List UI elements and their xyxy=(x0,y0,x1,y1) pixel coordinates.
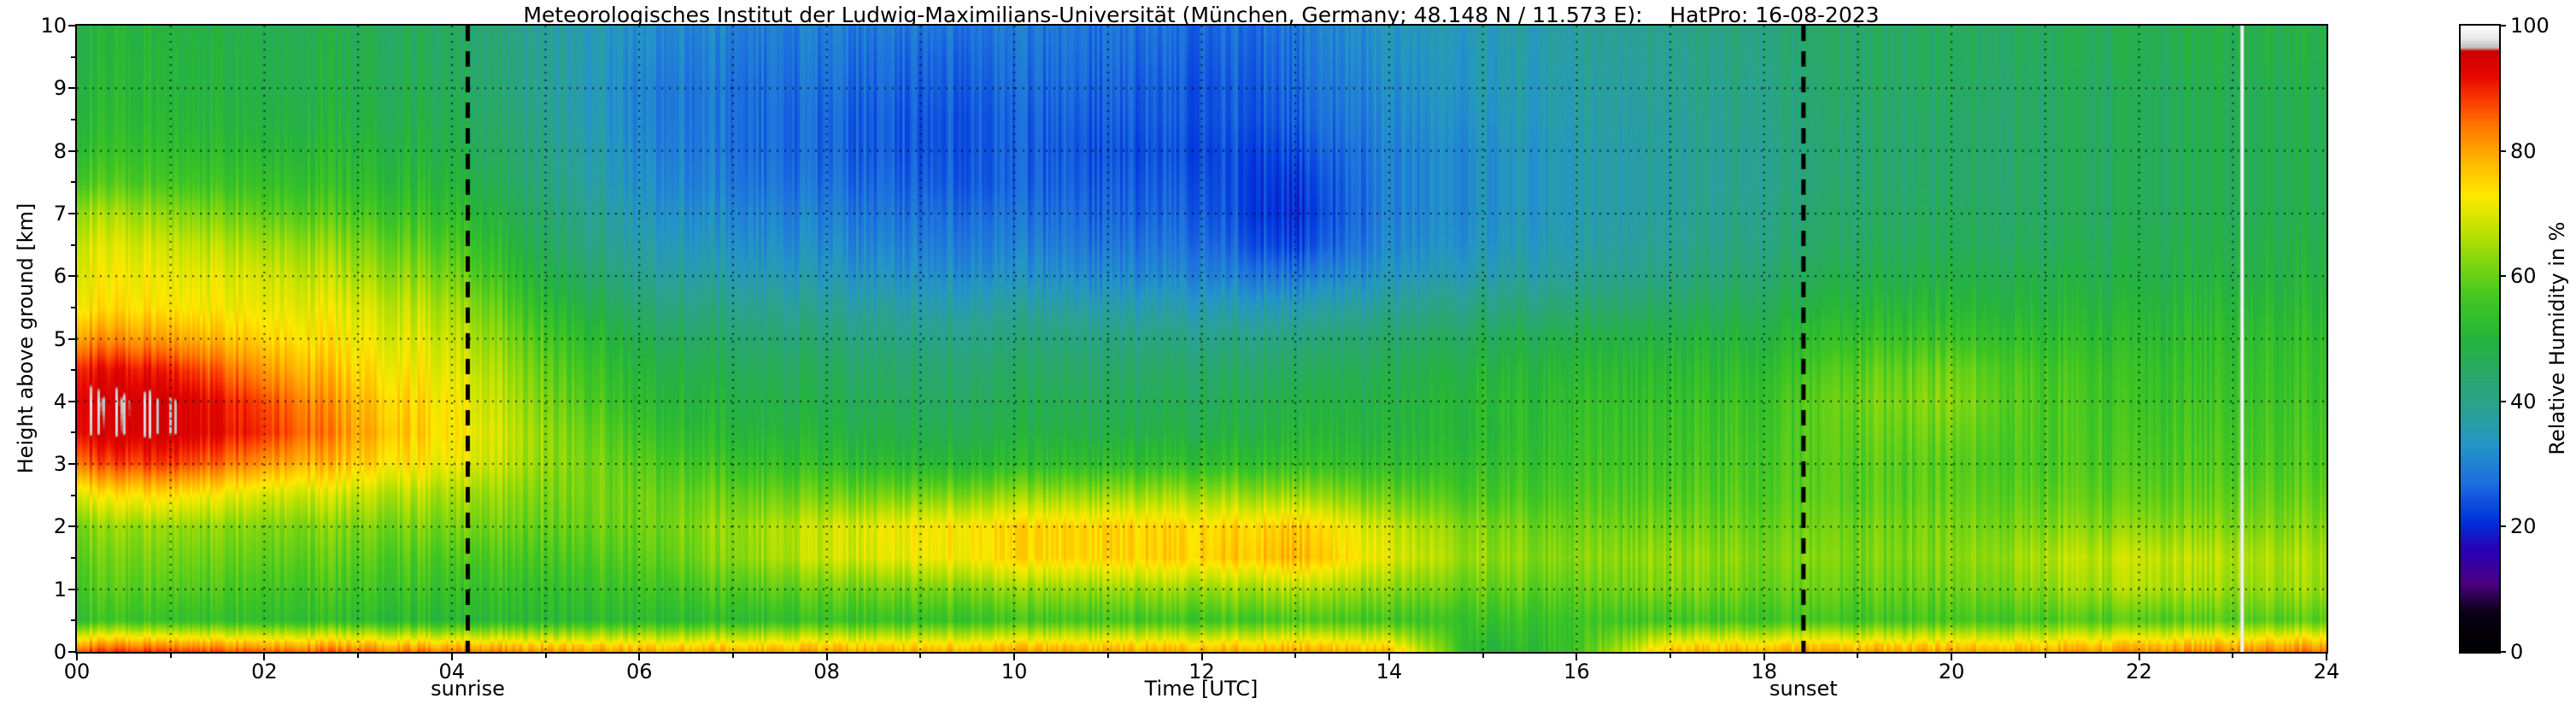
y-tick-mark xyxy=(68,588,75,590)
x-tick-label: 12 xyxy=(1188,660,1215,683)
x-tick-mark xyxy=(1763,654,1765,660)
x-minor-tick-mark xyxy=(2232,654,2234,658)
x-tick-mark xyxy=(825,654,828,660)
y-tick-mark xyxy=(68,212,75,214)
x-minor-tick-mark xyxy=(357,654,360,658)
x-minor-tick-mark xyxy=(169,654,172,658)
x-minor-tick-mark xyxy=(1294,654,1297,658)
y-minor-tick-mark xyxy=(71,619,75,622)
x-tick-mark xyxy=(1576,654,1578,660)
y-tick-label: 7 xyxy=(53,201,67,226)
x-tick-label: 16 xyxy=(1564,660,1590,683)
y-tick-label: 8 xyxy=(53,138,67,163)
y-tick-label: 6 xyxy=(53,264,67,289)
y-tick-label: 1 xyxy=(53,577,67,601)
x-tick-label: 00 xyxy=(63,660,91,683)
colorbar-tick-mark xyxy=(2501,651,2506,653)
x-minor-tick-mark xyxy=(731,654,734,658)
x-tick-label: 02 xyxy=(251,660,278,683)
x-tick-label: 14 xyxy=(1376,660,1403,683)
colorbar-tick-mark xyxy=(2501,275,2506,278)
colorbar-tick-label: 0 xyxy=(2510,640,2524,664)
x-tick-label: 10 xyxy=(1000,660,1028,683)
y-tick-mark xyxy=(68,463,75,466)
y-minor-tick-mark xyxy=(71,557,75,560)
colorbar-tick-label: 80 xyxy=(2510,138,2537,163)
x-axis-label: Time [UTC] xyxy=(1144,677,1259,701)
colorbar-tick-label: 100 xyxy=(2510,14,2550,38)
y-tick-mark xyxy=(68,400,75,402)
colorbar-tick-mark xyxy=(2501,400,2506,402)
y-tick-label: 0 xyxy=(53,640,67,664)
y-tick-mark xyxy=(68,25,75,26)
x-tick-label: 24 xyxy=(2313,660,2340,683)
y-tick-mark xyxy=(68,651,75,653)
y-tick-mark xyxy=(68,87,75,90)
y-tick-label: 3 xyxy=(53,452,67,477)
y-minor-tick-mark xyxy=(71,431,75,434)
x-tick-mark xyxy=(1951,654,1953,660)
x-minor-tick-mark xyxy=(1106,654,1109,658)
x-tick-label: 18 xyxy=(1751,660,1778,683)
x-tick-mark xyxy=(638,654,641,660)
y-tick-mark xyxy=(68,337,75,340)
x-tick-mark xyxy=(263,654,266,660)
y-tick-mark xyxy=(68,275,75,278)
x-tick-label: 22 xyxy=(2126,660,2152,683)
x-tick-mark xyxy=(450,654,453,660)
y-tick-mark xyxy=(68,150,75,152)
y-minor-tick-mark xyxy=(71,118,75,120)
x-tick-mark xyxy=(1388,654,1390,660)
x-tick-label: 04 xyxy=(438,660,466,683)
x-tick-mark xyxy=(1200,654,1203,660)
humidity-heatmap xyxy=(77,26,2327,652)
y-minor-tick-mark xyxy=(71,243,75,246)
x-tick-mark xyxy=(2138,654,2140,660)
colorbar-tick-mark xyxy=(2501,25,2506,26)
colorbar-tick-label: 20 xyxy=(2510,514,2537,539)
y-tick-label: 9 xyxy=(53,76,67,101)
x-tick-mark xyxy=(2326,654,2327,660)
y-minor-tick-mark xyxy=(71,181,75,184)
sunrise-annotation-label: sunrise xyxy=(431,677,505,701)
colorbar-tick-label: 40 xyxy=(2510,389,2537,414)
x-minor-tick-mark xyxy=(919,654,922,658)
x-minor-tick-mark xyxy=(1857,654,1859,658)
x-minor-tick-mark xyxy=(1482,654,1484,658)
colorbar-tick-mark xyxy=(2501,525,2506,528)
x-minor-tick-mark xyxy=(2044,654,2046,658)
y-minor-tick-mark xyxy=(71,56,75,58)
y-tick-label: 2 xyxy=(53,514,67,539)
colorbar-gradient xyxy=(2461,26,2499,652)
colorbar-tick-mark xyxy=(2501,150,2506,152)
x-minor-tick-mark xyxy=(1669,654,1672,658)
y-tick-label: 4 xyxy=(53,389,67,414)
y-minor-tick-mark xyxy=(71,306,75,308)
y-tick-label: 5 xyxy=(53,326,67,351)
y-tick-label: 10 xyxy=(40,14,67,38)
x-tick-mark xyxy=(1013,654,1016,660)
colorbar-frame xyxy=(2459,24,2501,654)
x-tick-mark xyxy=(76,654,78,660)
x-minor-tick-mark xyxy=(544,654,547,658)
y-minor-tick-mark xyxy=(71,494,75,496)
figure-title: Meteorologisches Institut der Ludwig-Max… xyxy=(523,3,1880,27)
x-tick-label: 20 xyxy=(1938,660,1965,683)
sunset-annotation-label: sunset xyxy=(1769,677,1838,701)
x-tick-label: 06 xyxy=(625,660,653,683)
colorbar-tick-label: 60 xyxy=(2510,264,2537,289)
y-tick-mark xyxy=(68,525,75,528)
x-tick-label: 08 xyxy=(813,660,840,683)
y-minor-tick-mark xyxy=(71,369,75,372)
colorbar-axis-label: Relative Humidity in % xyxy=(2545,221,2569,455)
plot-frame xyxy=(75,24,2328,654)
